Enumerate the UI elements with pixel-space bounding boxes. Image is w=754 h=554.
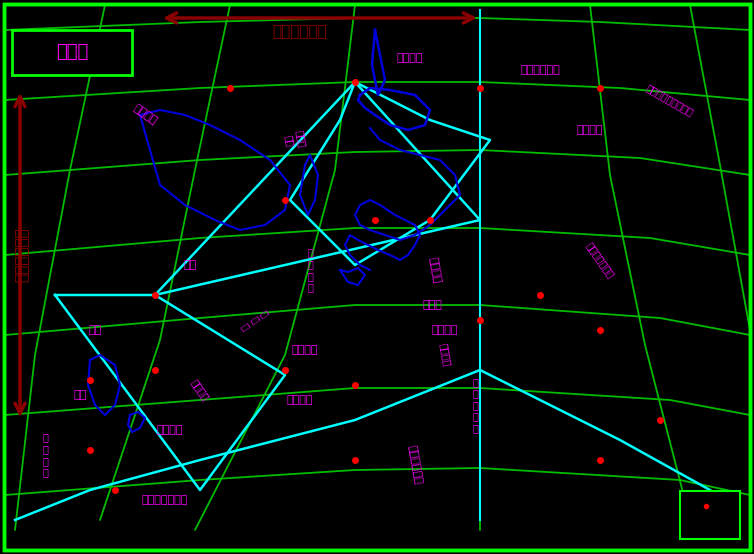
Text: 東シナ海: 東シナ海 [189, 377, 211, 403]
Text: 天気図: 天気図 [56, 43, 88, 61]
Bar [680, 491, 740, 539]
Text: 経度（東経）: 経度（東経） [273, 24, 327, 39]
Text: 三陸沖: 三陸沖 [422, 300, 442, 310]
Text: オホーツク海: オホーツク海 [520, 65, 560, 75]
Text: マリアナ諸島: マリアナ諸島 [406, 444, 424, 485]
Text: 中国東
北区: 中国東 北区 [283, 130, 307, 151]
Text: モンゴル: モンゴル [131, 103, 159, 127]
Text: 伊豆諸島: 伊豆諸島 [438, 342, 452, 367]
Text: アリューションの東: アリューションの東 [645, 83, 695, 117]
Text: 日本のはるか東: 日本のはるか東 [584, 240, 616, 280]
Text: 華南: 華南 [73, 390, 87, 400]
Text: 東
日
本
海: 東 日 本 海 [307, 248, 313, 293]
Text: 華北: 華北 [183, 260, 197, 270]
Text: 日本の東: 日本の東 [428, 256, 443, 284]
Text: シベリア: シベリア [397, 53, 423, 63]
Text: 関東の東: 関東の東 [432, 325, 458, 335]
Text: 小
笠
原
諸
島: 小 笠 原 諸 島 [472, 377, 478, 433]
Text: 千島の東: 千島の東 [577, 125, 603, 135]
Text: 勢
力
圏: 勢 力 圏 [240, 308, 270, 332]
Text: 日本の南: 日本の南 [287, 395, 313, 405]
Text: 華中: 華中 [88, 325, 102, 335]
Text: フィリピンの東: フィリピンの東 [142, 495, 188, 505]
Text: 四国の南: 四国の南 [292, 345, 318, 355]
Bar [12, 30, 132, 75]
Text: 沖縄の南: 沖縄の南 [157, 425, 183, 435]
Text: 南
シ
ナ
海: 南 シ ナ 海 [42, 433, 48, 478]
Text: 緯度（北緯）: 緯度（北緯） [14, 228, 29, 283]
